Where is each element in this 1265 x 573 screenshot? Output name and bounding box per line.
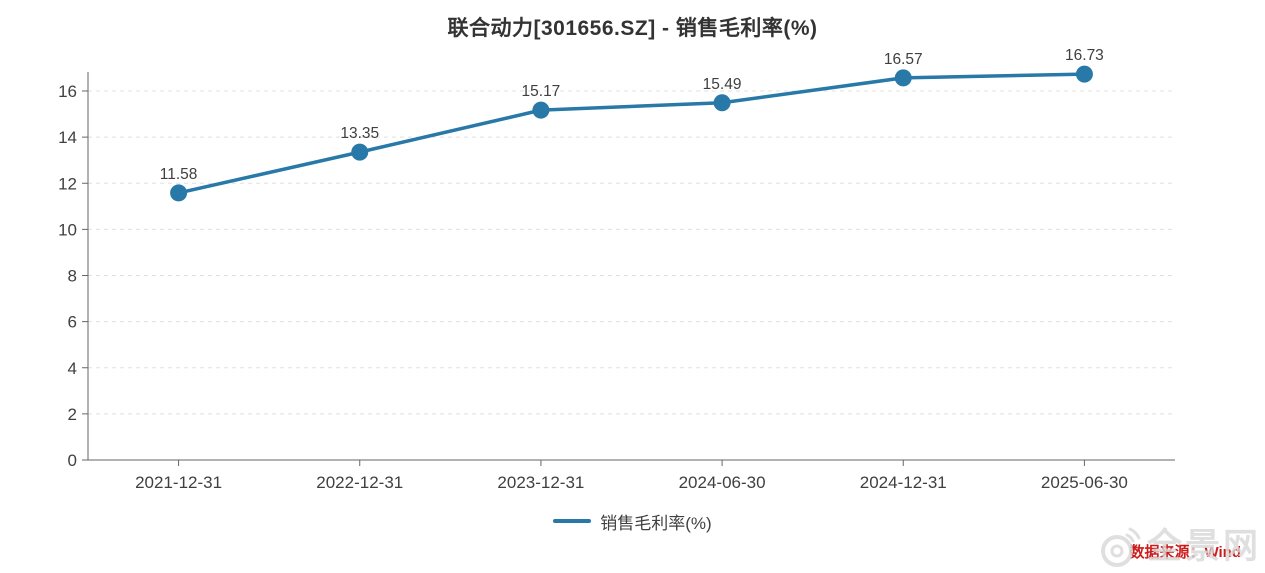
x-tick-label: 2024-06-30 [679,473,766,492]
data-point[interactable] [532,101,550,119]
x-tick-label: 2024-12-31 [860,473,947,492]
series-line [176,72,1087,195]
data-point-label: 11.58 [160,166,198,183]
y-tick-label: 14 [58,128,77,147]
line-chart-canvas[interactable]: 0 2 4 6 8 10 12 14 16 2021-12-31 2022-12-31 2023-12… [0,0,1265,500]
data-point-label: 16.73 [1065,47,1104,64]
y-tick-label: 6 [68,313,77,332]
chart-title: 联合动力[301656.SZ] - 销售毛利率(%) [447,17,818,40]
data-point[interactable] [713,94,731,112]
legend-line-marker [553,519,592,523]
data-point[interactable] [170,184,188,202]
y-tick-label: 4 [68,359,77,378]
x-tick-label: 2023-12-31 [497,473,584,492]
legend[interactable]: 销售毛利率(%) [0,507,1265,535]
y-tick-label: 12 [58,174,77,193]
data-point-label: 16.57 [884,51,923,68]
y-tick-label: 0 [68,451,77,470]
y-tick-label: 10 [58,220,77,239]
y-tick-label: 16 [58,82,77,101]
x-tick-label: 2025-06-30 [1041,473,1128,492]
y-tick-label: 8 [68,267,77,286]
data-point-label: 15.49 [703,76,742,93]
y-tick-label: 2 [68,405,77,424]
data-source-label: 数据来源：Wind [1129,544,1241,561]
legend-label: 销售毛利率(%) [600,513,712,533]
data-point[interactable] [1075,65,1093,83]
x-tick-label: 2021-12-31 [135,473,222,492]
data-point-label: 13.35 [340,125,379,142]
data-point[interactable] [351,143,369,161]
data-point-label: 15.17 [522,83,561,100]
x-tick-label: 2022-12-31 [316,473,403,492]
data-point[interactable] [894,69,912,87]
